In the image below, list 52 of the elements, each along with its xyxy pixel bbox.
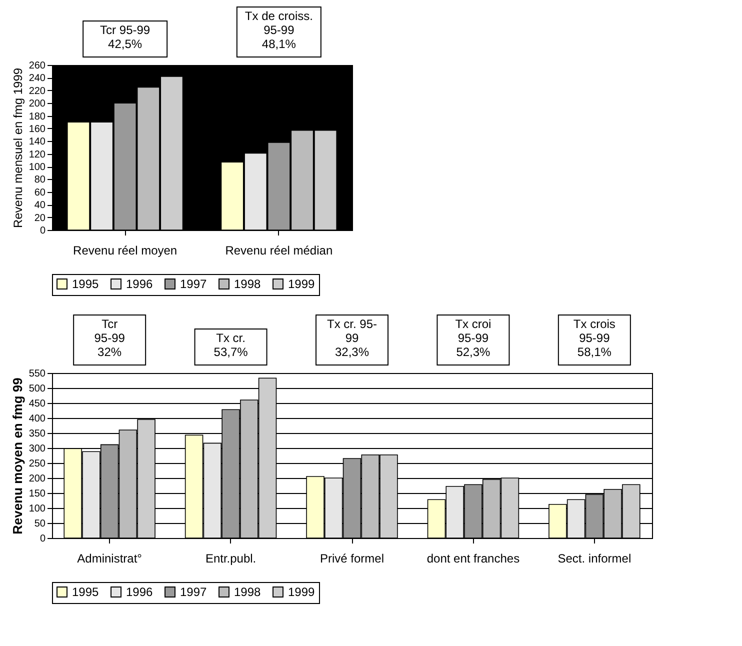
legend-label: 1998 (234, 277, 262, 291)
y-tick-label: 260 (28, 60, 46, 72)
text: Tx de croiss. 95-99 48,1% (244, 9, 313, 51)
y-tick-label: 350 (28, 428, 46, 440)
text: Tx cr. 95- 99 32,3% (326, 317, 378, 359)
y-tick-label: 160 (28, 124, 46, 135)
y-tick-label: 100 (28, 504, 46, 514)
x-tick-label: Sect. informel (558, 552, 632, 566)
legend-label: 1996 (126, 277, 154, 291)
x-tick-label: Revenu réel médian (225, 244, 333, 258)
legend-label: 1999 (288, 277, 316, 291)
text: Tcr 95-99 42,5% (100, 23, 150, 51)
y-tick-label: 500 (28, 384, 46, 394)
y-tick-label: 20 (34, 212, 46, 224)
y-tick-label: 400 (28, 414, 46, 424)
y-tick-label: 0 (40, 226, 46, 236)
x-tick-label: Privé formel (320, 552, 384, 566)
y-tick-label: 300 (28, 444, 46, 454)
y-tick-label: 220 (28, 86, 46, 97)
y-tick-label: 100 (28, 162, 46, 174)
y-tick-label: 0 (40, 534, 46, 544)
y-axis-title: Revenu mensuel en fmg 1999 (10, 68, 25, 228)
legend-label: 1996 (126, 585, 154, 599)
legend-label: 1998 (234, 585, 262, 599)
y-tick-label: 60 (34, 187, 46, 198)
x-tick-label: Revenu réel moyen (73, 244, 178, 258)
legend-label: 1997 (180, 277, 208, 291)
y-tick-label: 450 (28, 398, 46, 410)
x-tick-label: Entr.publ. (205, 552, 256, 566)
y-tick-label: 120 (28, 149, 46, 160)
text: Tx crois 95-99 58,1% (573, 317, 616, 359)
legend-label: 1997 (180, 585, 208, 599)
y-tick-label: 150 (28, 488, 46, 500)
legend-label: 1999 (288, 585, 316, 599)
text: Tcr 95-99 32% (94, 317, 126, 359)
y-tick-label: 250 (28, 458, 46, 470)
y-tick-label: 50 (34, 518, 46, 530)
y-tick-label: 550 (28, 368, 46, 380)
legend-label: 1995 (72, 585, 100, 599)
y-tick-label: 80 (34, 174, 46, 186)
y-tick-label: 200 (28, 98, 46, 110)
text: Tx cr. 53,7% (214, 331, 248, 359)
x-tick-label: Administrat° (77, 552, 142, 566)
y-tick-label: 240 (28, 73, 46, 84)
x-tick-label: dont ent franches (426, 552, 520, 566)
y-tick-label: 180 (28, 111, 46, 122)
y-axis-title: Revenu moyen en fmg 99 (10, 378, 25, 534)
legend-label: 1995 (72, 277, 100, 291)
y-tick-label: 40 (34, 200, 46, 212)
y-tick-label: 200 (28, 474, 46, 484)
text: Tx croi 95-99 52,3% (455, 317, 492, 359)
y-tick-label: 140 (28, 136, 46, 148)
